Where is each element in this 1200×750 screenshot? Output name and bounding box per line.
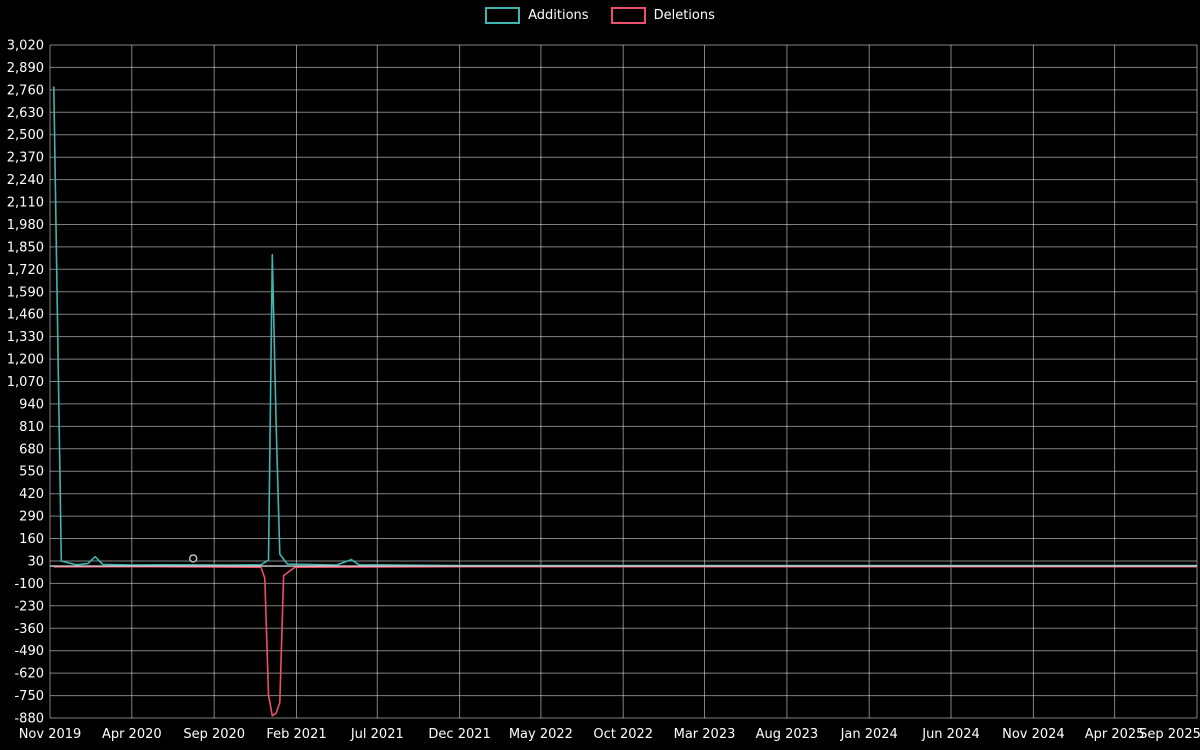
y-axis-tick-label: 2,240 xyxy=(7,173,44,188)
y-axis-tick-label: 680 xyxy=(19,442,44,457)
y-axis-tick-label: -490 xyxy=(14,644,44,659)
x-axis-tick-label: Aug 2023 xyxy=(756,727,819,742)
additions-swatch-icon xyxy=(485,7,521,24)
deletions-swatch-icon xyxy=(610,7,646,24)
x-axis-tick-label: Jun 2024 xyxy=(921,727,980,742)
y-axis-tick-label: 1,460 xyxy=(7,308,44,323)
x-axis-tick-label: Sep 2025 xyxy=(1139,727,1200,742)
x-axis-tick-label: Apr 2025 xyxy=(1085,727,1145,742)
y-axis-tick-label: 420 xyxy=(19,487,44,502)
y-axis-tick-label: 2,370 xyxy=(7,151,44,166)
y-axis-tick-label: 1,980 xyxy=(7,218,44,233)
y-axis-tick-label: -360 xyxy=(14,622,44,637)
y-axis-tick-label: -620 xyxy=(14,667,44,682)
y-axis-tick-label: 1,200 xyxy=(7,353,44,368)
y-axis-tick-label: 1,330 xyxy=(7,330,44,345)
legend-item-deletions[interactable]: Deletions xyxy=(610,7,715,24)
y-axis-tick-label: -880 xyxy=(14,712,44,727)
x-axis-tick-label: Nov 2024 xyxy=(1002,727,1065,742)
y-axis-tick-label: 2,500 xyxy=(7,128,44,143)
y-axis-tick-label: -230 xyxy=(14,599,44,614)
x-axis-tick-label: Feb 2021 xyxy=(266,727,326,742)
x-axis-tick-label: Sep 2020 xyxy=(183,727,245,742)
y-axis-tick-label: 290 xyxy=(19,510,44,525)
x-axis-tick-label: Apr 2020 xyxy=(102,727,162,742)
y-axis-tick-label: 2,890 xyxy=(7,61,44,76)
x-axis-tick-label: May 2022 xyxy=(509,727,573,742)
y-axis-tick-label: 1,850 xyxy=(7,240,44,255)
legend-label-additions: Additions xyxy=(528,8,589,23)
y-axis-tick-label: 2,760 xyxy=(7,83,44,98)
y-axis-tick-label: 3,020 xyxy=(7,39,44,54)
y-axis-tick-label: 1,070 xyxy=(7,375,44,390)
y-axis-tick-label: 550 xyxy=(19,465,44,480)
chart-legend: Additions Deletions xyxy=(0,7,1200,24)
x-axis-tick-label: Jan 2024 xyxy=(840,727,898,742)
y-axis-tick-label: 1,590 xyxy=(7,285,44,300)
y-axis-tick-label: -750 xyxy=(14,689,44,704)
y-axis-tick-label: 30 xyxy=(27,555,44,570)
x-axis-tick-label: Jul 2021 xyxy=(350,727,404,742)
y-axis-tick-label: 940 xyxy=(19,397,44,412)
y-axis-tick-label: 160 xyxy=(19,532,44,547)
x-axis-tick-label: Nov 2019 xyxy=(19,727,82,742)
y-axis-tick-label: 2,630 xyxy=(7,106,44,121)
legend-item-additions[interactable]: Additions xyxy=(485,7,589,24)
x-axis-tick-label: Mar 2023 xyxy=(674,727,736,742)
legend-label-deletions: Deletions xyxy=(653,8,715,23)
y-axis-tick-label: 2,110 xyxy=(7,196,44,211)
y-axis-tick-label: -100 xyxy=(14,577,44,592)
y-axis-tick-label: 810 xyxy=(19,420,44,435)
x-axis-tick-label: Dec 2021 xyxy=(428,727,490,742)
x-axis-tick-label: Oct 2022 xyxy=(593,727,653,742)
y-axis-tick-label: 1,720 xyxy=(7,263,44,278)
